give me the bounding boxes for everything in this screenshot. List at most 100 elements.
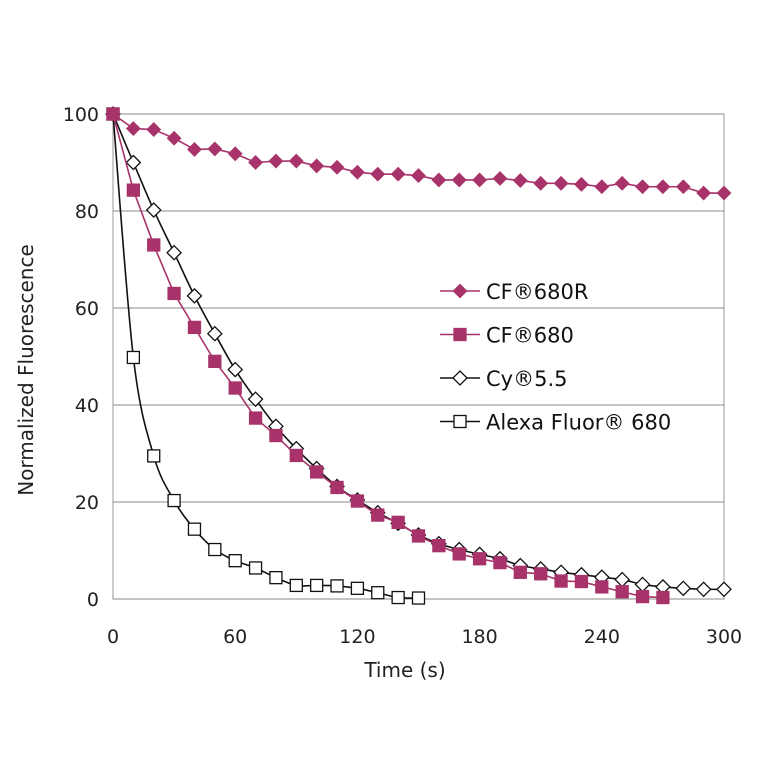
data-point-marker <box>371 586 385 600</box>
series-alexa-fluor-680 <box>106 107 426 605</box>
data-point-marker <box>614 175 630 191</box>
data-point-marker <box>105 106 121 122</box>
series-line <box>112 113 663 599</box>
data-point-marker <box>147 238 161 252</box>
data-point-marker <box>248 155 263 170</box>
data-point-marker <box>391 515 405 530</box>
data-point-marker <box>390 166 406 182</box>
data-point-marker <box>452 547 466 561</box>
legend-label: Cy®5.5 <box>486 367 568 391</box>
data-point-marker <box>187 141 202 157</box>
y-tick-label: 0 <box>87 589 99 611</box>
data-point-marker <box>187 522 202 536</box>
data-point-marker <box>635 589 650 604</box>
data-point-marker <box>166 244 183 261</box>
series-cf-680r <box>105 106 732 201</box>
data-point-marker <box>472 552 487 566</box>
data-point-marker <box>595 580 609 594</box>
data-point-marker <box>288 153 304 169</box>
data-point-marker <box>614 571 631 588</box>
x-tick-labels: 0 60 120 180 240 300 <box>107 626 742 648</box>
data-point-marker <box>492 171 508 186</box>
legend-item: Alexa Fluor® 680 <box>440 411 671 435</box>
y-axis-label: Normalized Fluorescence <box>14 244 38 496</box>
data-point-marker <box>472 172 488 188</box>
data-point-marker <box>269 571 283 585</box>
data-point-marker <box>634 576 651 593</box>
legend-item: CF®680 <box>440 324 574 348</box>
data-point-marker <box>146 122 162 137</box>
data-point-marker <box>411 591 426 605</box>
data-point-marker <box>349 164 365 180</box>
data-point-marker <box>696 185 712 201</box>
y-tick-label: 20 <box>75 492 99 514</box>
data-point-marker <box>227 146 243 162</box>
data-point-marker <box>228 554 242 568</box>
data-point-marker <box>431 172 447 188</box>
gridlines <box>112 113 725 600</box>
data-point-marker <box>227 361 244 378</box>
legend-item: Cy®5.5 <box>440 367 568 391</box>
data-point-marker <box>186 287 203 304</box>
data-point-marker <box>310 465 324 479</box>
legend-item: CF®680R <box>440 280 588 304</box>
x-tick-label: 120 <box>339 626 375 648</box>
data-point-marker <box>167 493 181 508</box>
data-point-marker <box>228 381 242 395</box>
data-point-marker <box>289 448 303 463</box>
data-point-marker <box>452 283 468 299</box>
data-point-marker <box>310 578 324 593</box>
data-point-marker <box>453 414 467 429</box>
data-point-marker <box>208 542 222 557</box>
data-point-marker <box>248 561 263 575</box>
data-point-marker <box>512 173 528 188</box>
data-point-marker <box>453 327 467 342</box>
data-point-marker <box>574 176 589 192</box>
legend-label: CF®680R <box>486 280 588 304</box>
data-point-marker <box>695 581 712 598</box>
data-point-marker <box>675 580 692 597</box>
data-point-marker <box>147 449 161 463</box>
x-axis-label: Time (s) <box>363 658 445 682</box>
y-tick-label: 100 <box>63 104 99 126</box>
y-tick-label: 60 <box>75 298 99 320</box>
y-tick-label: 40 <box>75 395 99 417</box>
legend-label: CF®680 <box>486 324 574 348</box>
data-point-marker <box>350 581 365 595</box>
data-point-marker <box>675 179 691 195</box>
data-point-marker <box>289 578 303 593</box>
y-tick-label: 80 <box>75 201 99 223</box>
legend: CF®680R CF®680 Cy®5.5 Alexa Fluor® 680 <box>440 280 671 435</box>
data-point-marker <box>187 320 202 335</box>
data-point-marker <box>329 159 345 175</box>
data-point-marker <box>166 130 182 146</box>
legend-label: Alexa Fluor® 680 <box>486 411 671 435</box>
x-tick-label: 0 <box>107 626 119 648</box>
data-point-marker <box>451 172 467 188</box>
x-tick-label: 300 <box>706 626 742 648</box>
data-point-marker <box>125 154 142 171</box>
series-cf-680 <box>106 107 670 605</box>
series-group <box>105 106 732 605</box>
data-point-marker <box>208 354 222 369</box>
data-point-marker <box>350 494 365 508</box>
x-tick-label: 180 <box>461 626 497 648</box>
data-point-marker <box>145 202 162 218</box>
data-point-marker <box>716 581 732 598</box>
data-point-marker <box>247 391 264 408</box>
data-point-marker <box>594 179 610 195</box>
y-tick-labels: 0 20 40 60 80 100 <box>63 104 99 611</box>
data-point-marker <box>126 183 141 197</box>
data-point-marker <box>206 325 223 342</box>
data-point-marker <box>309 158 325 174</box>
data-point-marker <box>656 590 670 605</box>
data-point-marker <box>330 480 344 495</box>
data-point-marker <box>411 168 426 184</box>
data-point-marker <box>615 585 629 599</box>
data-point-marker <box>655 179 671 195</box>
data-point-marker <box>248 411 263 425</box>
data-point-marker <box>371 508 385 522</box>
data-point-marker <box>574 574 589 589</box>
data-point-marker <box>391 590 405 605</box>
